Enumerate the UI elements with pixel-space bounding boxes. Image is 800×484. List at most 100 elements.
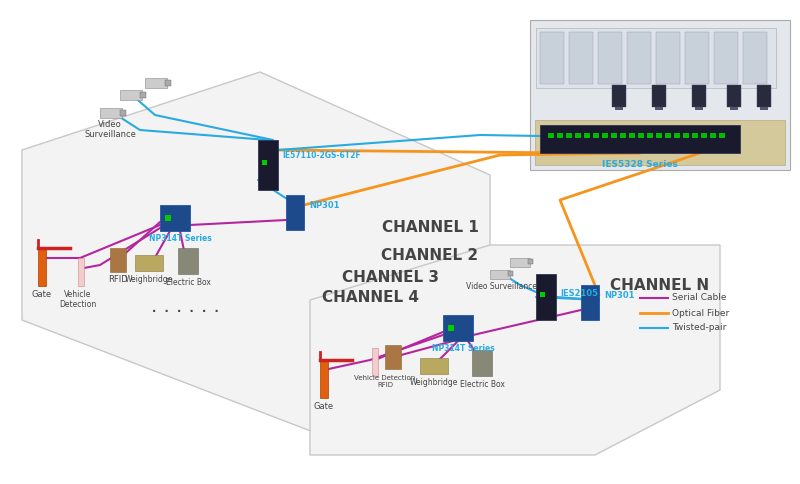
Bar bbox=[656, 133, 662, 138]
Bar bbox=[730, 107, 738, 110]
Bar bbox=[160, 205, 190, 231]
Bar bbox=[602, 133, 608, 138]
Text: NP301: NP301 bbox=[604, 290, 634, 300]
Text: Gate: Gate bbox=[314, 402, 334, 411]
Bar bbox=[593, 133, 599, 138]
Bar bbox=[165, 215, 171, 221]
Bar bbox=[472, 350, 492, 376]
Bar bbox=[38, 248, 46, 286]
Bar bbox=[557, 133, 563, 138]
Bar bbox=[286, 195, 304, 230]
Polygon shape bbox=[310, 245, 720, 455]
Polygon shape bbox=[535, 120, 785, 165]
Bar bbox=[420, 358, 448, 374]
Text: IES5328 Series: IES5328 Series bbox=[602, 160, 678, 169]
Bar bbox=[540, 292, 545, 297]
Text: Weighbridge: Weighbridge bbox=[410, 378, 458, 387]
Bar bbox=[581, 285, 599, 320]
Bar bbox=[627, 32, 651, 84]
Bar bbox=[510, 258, 530, 267]
Bar bbox=[598, 32, 622, 84]
Text: Vehicle Detection
RFID: Vehicle Detection RFID bbox=[354, 375, 416, 388]
Bar bbox=[140, 92, 146, 98]
Bar bbox=[120, 90, 142, 100]
Bar bbox=[760, 107, 768, 110]
Text: IES2105: IES2105 bbox=[560, 289, 598, 299]
Text: RFID: RFID bbox=[108, 275, 128, 284]
Bar bbox=[575, 133, 581, 138]
Bar bbox=[178, 248, 198, 274]
Bar bbox=[569, 32, 593, 84]
Text: Optical Fiber: Optical Fiber bbox=[672, 308, 730, 318]
Bar bbox=[727, 85, 741, 107]
Bar bbox=[165, 80, 171, 86]
Bar bbox=[566, 133, 572, 138]
Text: CHANNEL 1: CHANNEL 1 bbox=[382, 221, 478, 236]
Text: NP314T Series: NP314T Series bbox=[149, 234, 211, 243]
Bar bbox=[695, 107, 703, 110]
Text: Video
Surveillance: Video Surveillance bbox=[84, 120, 136, 139]
Bar bbox=[615, 107, 623, 110]
Bar bbox=[540, 32, 564, 84]
Bar bbox=[490, 270, 510, 279]
Bar bbox=[743, 32, 767, 84]
Bar bbox=[692, 133, 698, 138]
Text: Weighbridge: Weighbridge bbox=[125, 275, 173, 284]
Text: CHANNEL 4: CHANNEL 4 bbox=[322, 290, 418, 305]
Bar bbox=[714, 32, 738, 84]
Bar bbox=[100, 108, 122, 118]
Bar bbox=[536, 274, 556, 320]
Bar bbox=[647, 133, 653, 138]
Bar bbox=[652, 85, 666, 107]
Text: Electric Box: Electric Box bbox=[166, 278, 210, 287]
Text: IE57110-2GS-6T2F: IE57110-2GS-6T2F bbox=[282, 151, 361, 160]
Bar bbox=[674, 133, 680, 138]
Bar bbox=[508, 271, 513, 276]
Text: Twisted-pair: Twisted-pair bbox=[672, 323, 726, 333]
Bar bbox=[78, 258, 84, 286]
Text: Electric Box: Electric Box bbox=[459, 380, 505, 389]
Text: CHANNEL 3: CHANNEL 3 bbox=[342, 271, 438, 286]
Text: NP314T Series: NP314T Series bbox=[432, 344, 494, 353]
Bar bbox=[710, 133, 716, 138]
Text: · · · · · ·: · · · · · · bbox=[150, 302, 219, 321]
Bar bbox=[536, 28, 776, 88]
Text: CHANNEL N: CHANNEL N bbox=[610, 277, 710, 292]
Text: CHANNEL 2: CHANNEL 2 bbox=[382, 247, 478, 262]
Bar bbox=[120, 110, 126, 116]
Bar bbox=[620, 133, 626, 138]
Bar bbox=[135, 255, 163, 271]
Bar bbox=[258, 140, 278, 190]
Bar bbox=[692, 85, 706, 107]
Bar bbox=[757, 85, 771, 107]
Bar bbox=[320, 360, 328, 398]
Text: Video Surveillance: Video Surveillance bbox=[466, 282, 538, 291]
Polygon shape bbox=[530, 20, 790, 170]
Bar bbox=[656, 32, 680, 84]
Bar bbox=[110, 248, 126, 272]
Bar bbox=[448, 325, 454, 331]
Bar bbox=[443, 315, 473, 341]
Bar bbox=[611, 133, 617, 138]
Bar bbox=[540, 125, 740, 153]
Bar bbox=[528, 259, 533, 264]
Text: NP301: NP301 bbox=[309, 200, 339, 210]
Bar bbox=[385, 345, 401, 369]
Bar bbox=[683, 133, 689, 138]
Text: Serial Cable: Serial Cable bbox=[672, 293, 726, 302]
Bar bbox=[612, 85, 626, 107]
Bar bbox=[685, 32, 709, 84]
Text: Gate: Gate bbox=[32, 290, 52, 299]
Bar bbox=[548, 133, 554, 138]
Bar bbox=[665, 133, 671, 138]
Bar bbox=[638, 133, 644, 138]
Bar bbox=[719, 133, 725, 138]
Bar bbox=[629, 133, 635, 138]
Bar bbox=[262, 160, 267, 165]
Bar bbox=[655, 107, 663, 110]
Bar bbox=[584, 133, 590, 138]
Bar bbox=[701, 133, 707, 138]
Text: Vehicle
Detection: Vehicle Detection bbox=[59, 290, 97, 309]
Bar bbox=[372, 348, 378, 376]
Bar bbox=[145, 78, 167, 88]
